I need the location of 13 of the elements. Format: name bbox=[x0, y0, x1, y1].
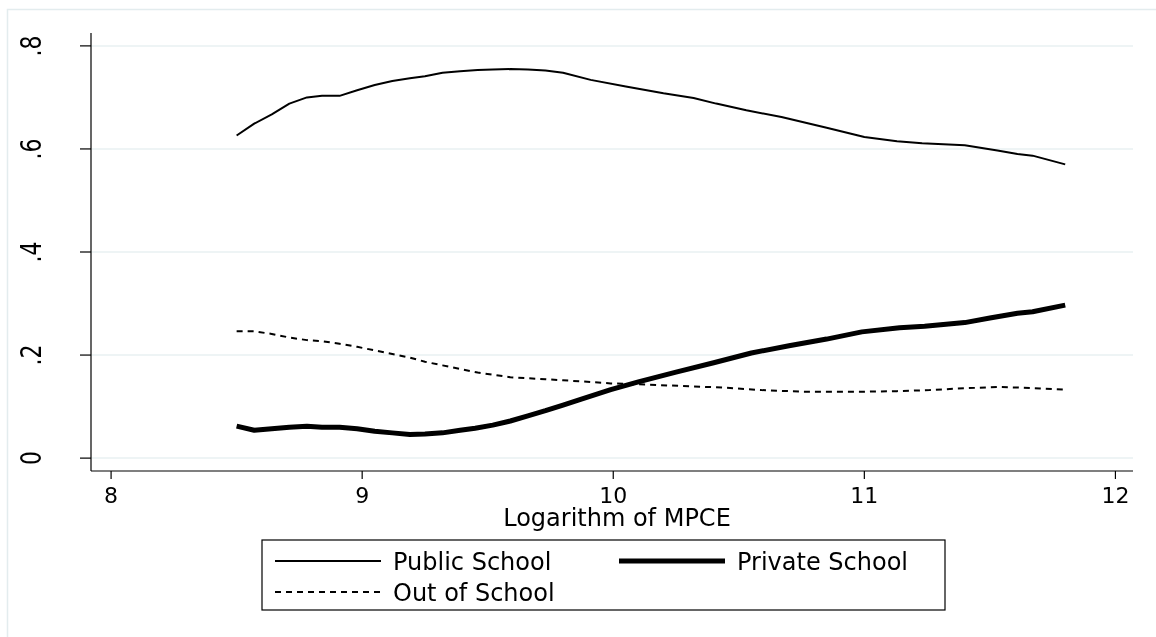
y-tick-label: .2 bbox=[14, 344, 48, 366]
legend-label: Private School bbox=[737, 548, 908, 576]
x-tick-label: 9 bbox=[355, 483, 370, 508]
line-series bbox=[235, 68, 1067, 166]
y-tick-label: 0 bbox=[14, 451, 48, 466]
y-tick-label: .8 bbox=[14, 35, 48, 57]
legend-label: Public School bbox=[393, 548, 552, 576]
legend-label: Out of School bbox=[393, 579, 555, 607]
y-tick-label: .4 bbox=[14, 241, 48, 263]
y-tick-label: .6 bbox=[14, 138, 48, 160]
x-tick-label: 12 bbox=[1101, 483, 1130, 508]
x-tick-label: 11 bbox=[850, 483, 879, 508]
x-tick-label: 8 bbox=[104, 483, 119, 508]
